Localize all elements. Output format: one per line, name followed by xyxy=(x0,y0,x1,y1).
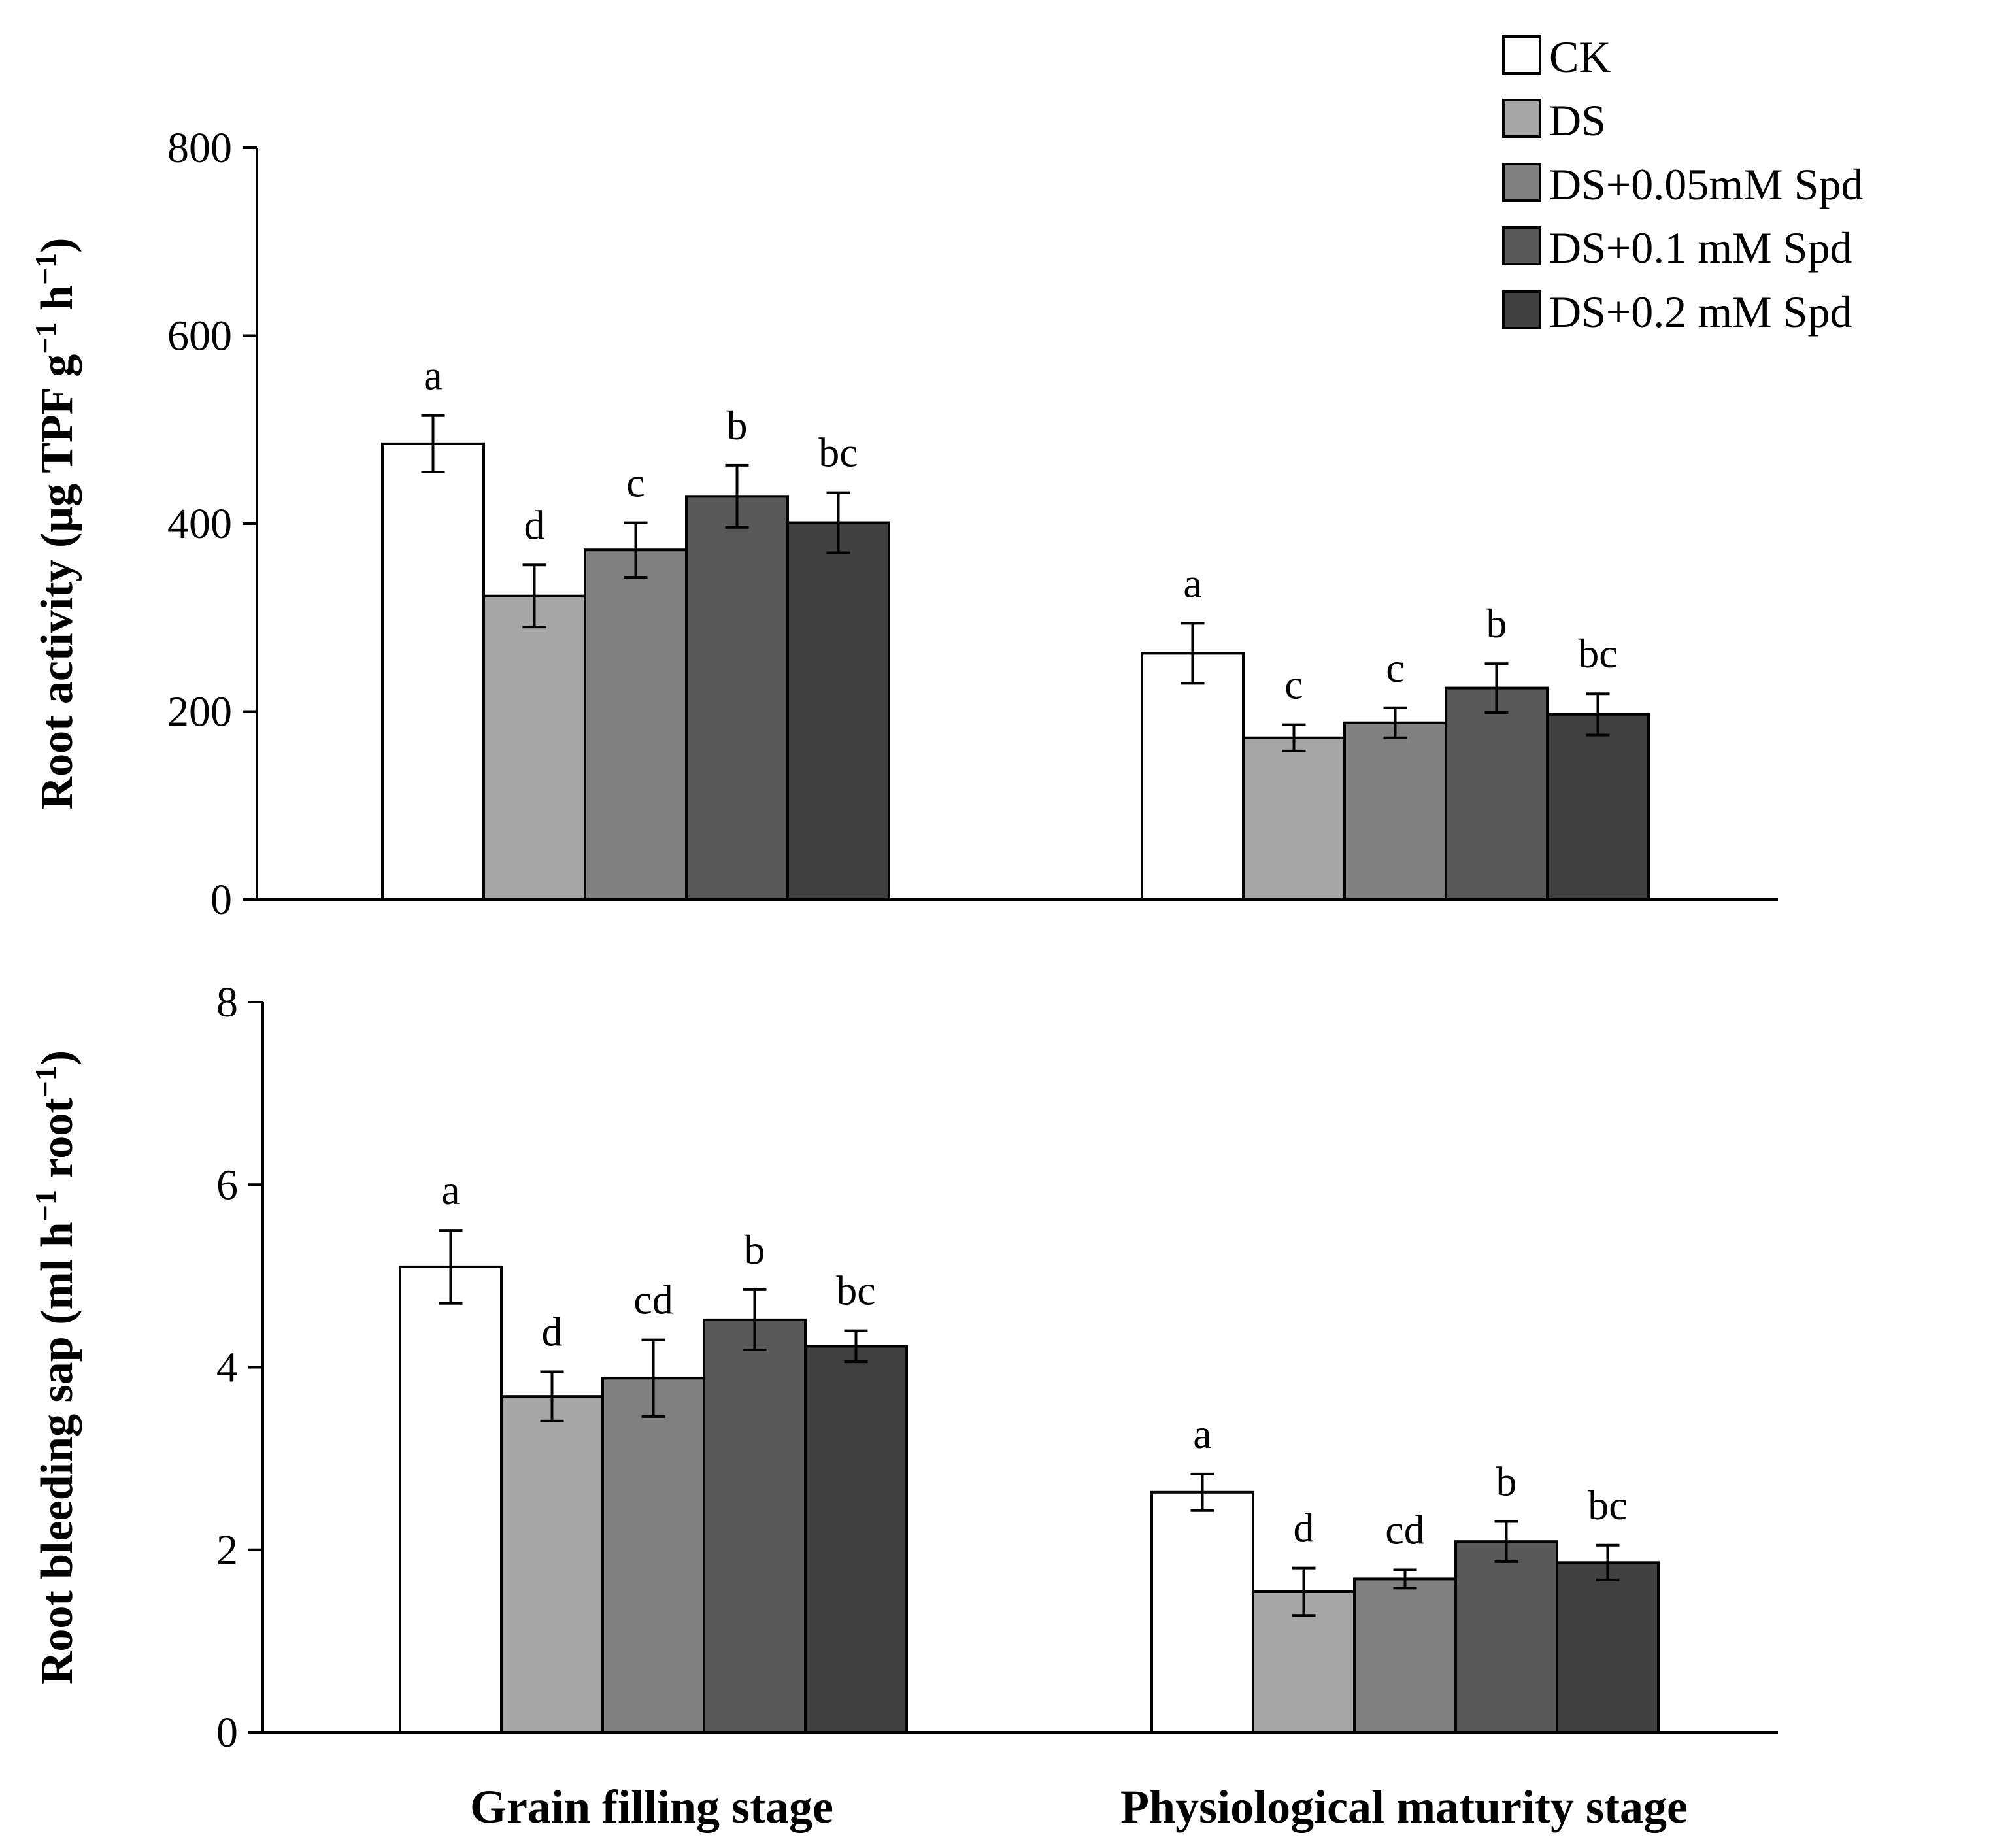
y-tick-label: 6 xyxy=(216,1161,238,1209)
significance-letter: bc xyxy=(1578,630,1617,677)
y-tick-label: 200 xyxy=(167,688,232,736)
bar xyxy=(1546,713,1650,901)
legend-label: DS+0.05mM Spd xyxy=(1549,160,1863,209)
bar xyxy=(703,1318,807,1734)
legend-label: DS xyxy=(1549,95,1606,145)
significance-letter: a xyxy=(1183,560,1201,606)
bar xyxy=(601,1377,705,1734)
significance-letter: a xyxy=(441,1167,460,1213)
y-tick-label: 400 xyxy=(167,500,232,548)
bar xyxy=(685,495,789,901)
significance-letter: b xyxy=(745,1226,765,1273)
bar xyxy=(500,1395,604,1734)
legend-swatch xyxy=(1502,99,1541,138)
significance-letter: b xyxy=(1486,600,1507,647)
significance-letter: b xyxy=(1496,1458,1517,1504)
legend-swatch xyxy=(1502,163,1541,202)
bar xyxy=(399,1265,503,1734)
bar xyxy=(1445,686,1549,901)
bar xyxy=(1343,721,1447,901)
legend-swatch xyxy=(1502,290,1541,329)
significance-letter: cd xyxy=(1385,1506,1424,1553)
x-category-label: Grain filling stage xyxy=(470,1781,833,1833)
y-axis-label: Root bleeding sap (ml h−1 root−1) xyxy=(29,1050,83,1685)
bar xyxy=(482,594,586,901)
y-axis-label: Root activity (μg TPF g−1 h−1) xyxy=(29,238,83,810)
y-tick-label: 800 xyxy=(167,124,232,172)
legend-swatch xyxy=(1502,226,1541,265)
y-tick-label: 600 xyxy=(167,312,232,360)
legend-label: DS+0.2 mM Spd xyxy=(1549,287,1852,337)
bar xyxy=(1150,1490,1254,1734)
significance-letter: d xyxy=(1294,1505,1315,1551)
x-category-labels: Grain filling stage Physiological maturit… xyxy=(470,1781,1688,1833)
panel-root-activity: 0 200 400 600 800 Root activity (μg TPF g−1 h… xyxy=(29,124,1778,924)
legend-label: CK xyxy=(1549,32,1611,82)
x-category-label: Physiological maturity stage xyxy=(1120,1781,1688,1833)
legend: CK DS DS+0.05mM Spd DS+0.1 mM Spd DS+0.2 mM … xyxy=(1502,32,1863,337)
y-tick-label: 0 xyxy=(210,876,232,924)
y-tick-label: 8 xyxy=(216,979,238,1026)
significance-letter: c xyxy=(626,460,645,506)
bar xyxy=(804,1345,908,1734)
y-tick-label: 2 xyxy=(216,1526,238,1574)
significance-letter: a xyxy=(424,352,442,399)
bar xyxy=(381,442,485,901)
significance-letter: c xyxy=(1386,645,1404,691)
significance-letter: d xyxy=(542,1308,563,1354)
y-tick-label: 0 xyxy=(216,1709,238,1756)
bar xyxy=(1141,652,1245,901)
significance-letter: a xyxy=(1193,1411,1211,1457)
bar xyxy=(1353,1577,1457,1734)
significance-letter: cd xyxy=(633,1277,673,1323)
bar xyxy=(786,521,890,901)
legend-label: DS+0.1 mM Spd xyxy=(1549,223,1852,273)
significance-letter: b xyxy=(727,402,748,448)
panel-root-bleeding-sap: 0 2 4 6 8 Root bleeding sap (ml h−1 root−1) a a… xyxy=(29,979,1778,1756)
y-tick-label: 4 xyxy=(216,1344,238,1392)
bar xyxy=(1556,1561,1660,1734)
bar xyxy=(1454,1540,1558,1734)
significance-letter: bc xyxy=(818,429,858,476)
significance-letter: d xyxy=(524,501,545,548)
significance-letter: bc xyxy=(836,1268,875,1314)
significance-letter: c xyxy=(1284,662,1303,708)
legend-swatch xyxy=(1502,35,1541,75)
bar xyxy=(584,548,688,901)
significance-letter: bc xyxy=(1588,1482,1627,1528)
bar xyxy=(1242,736,1346,901)
